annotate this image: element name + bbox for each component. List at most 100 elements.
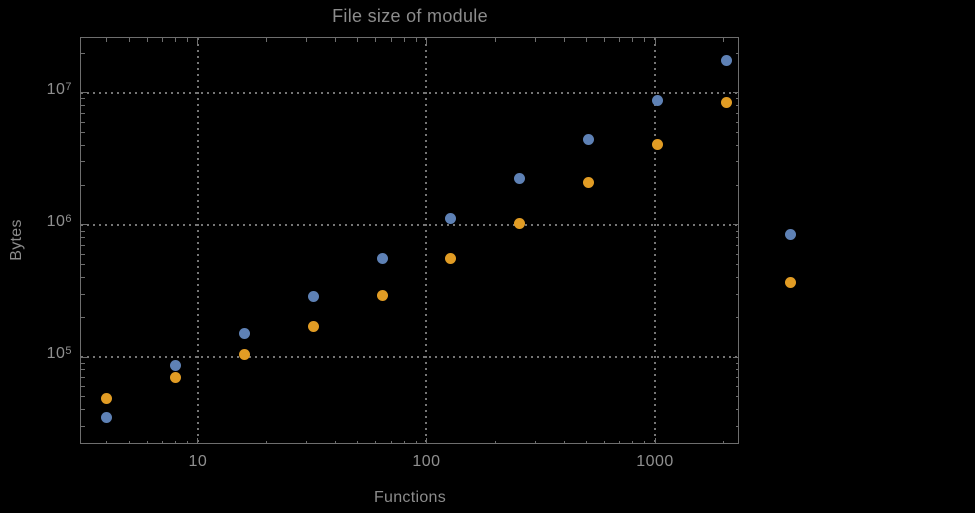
data-point-series-orange <box>651 138 663 150</box>
x-minor-tick <box>585 440 587 444</box>
data-point-series-orange <box>514 218 526 230</box>
x-minor-tick <box>357 440 359 444</box>
data-point-series-orange <box>720 97 732 109</box>
y-minor-tick <box>81 385 85 387</box>
data-point-series-orange <box>101 392 113 404</box>
x-minor-tick <box>175 38 177 42</box>
y-minor-tick <box>735 230 739 232</box>
data-point-series-blue <box>239 327 251 339</box>
y-minor-tick <box>735 316 739 318</box>
y-minor-tick <box>81 293 85 295</box>
y-major-tick <box>733 92 739 94</box>
x-major-tick <box>197 438 199 444</box>
x-minor-tick <box>403 38 405 42</box>
x-minor-tick <box>632 38 634 42</box>
y-minor-tick <box>81 362 85 364</box>
x-gridline <box>196 38 199 444</box>
x-axis-label: Functions <box>373 489 447 506</box>
x-minor-tick <box>603 440 605 444</box>
x-minor-tick <box>535 38 537 42</box>
y-minor-tick <box>81 253 85 255</box>
y-minor-tick <box>735 237 739 239</box>
x-minor-tick <box>306 440 308 444</box>
y-minor-tick <box>81 244 85 246</box>
y-minor-tick <box>81 132 85 134</box>
x-major-tick <box>654 438 656 444</box>
x-minor-tick <box>146 38 148 42</box>
y-minor-tick <box>81 264 85 266</box>
y-minor-tick <box>735 144 739 146</box>
y-minor-tick <box>735 362 739 364</box>
x-major-tick <box>425 38 427 44</box>
data-point-series-orange <box>376 290 388 302</box>
data-point-series-blue <box>376 253 388 265</box>
x-minor-tick <box>415 440 417 444</box>
x-minor-tick <box>106 440 108 444</box>
y-gridline <box>81 223 739 226</box>
x-minor-tick <box>390 440 392 444</box>
data-point-series-blue <box>583 134 595 146</box>
y-minor-tick <box>735 425 739 427</box>
x-minor-tick <box>106 38 108 42</box>
data-point-series-blue <box>307 290 319 302</box>
x-minor-tick <box>266 440 268 444</box>
x-minor-tick <box>535 440 537 444</box>
x-minor-tick <box>403 440 405 444</box>
y-minor-tick <box>735 369 739 371</box>
data-point-series-blue <box>514 173 526 185</box>
data-point-series-blue <box>720 55 732 67</box>
x-gridline <box>654 38 657 444</box>
y-minor-tick <box>735 277 739 279</box>
x-minor-tick <box>375 440 377 444</box>
y-minor-tick <box>81 105 85 107</box>
data-point-series-blue <box>101 411 113 423</box>
y-minor-tick <box>735 293 739 295</box>
y-minor-tick <box>735 253 739 255</box>
x-gridline <box>425 38 428 444</box>
y-minor-tick <box>735 52 739 54</box>
x-minor-tick <box>563 440 565 444</box>
data-point-series-blue <box>170 359 182 371</box>
y-major-tick <box>81 92 87 94</box>
y-minor-tick <box>735 409 739 411</box>
chart-title: File size of module <box>332 6 488 26</box>
x-minor-tick <box>161 38 163 42</box>
x-minor-tick <box>585 38 587 42</box>
y-minor-tick <box>81 98 85 100</box>
y-minor-tick <box>81 369 85 371</box>
x-major-tick <box>197 38 199 44</box>
x-minor-tick <box>632 440 634 444</box>
y-minor-tick <box>735 244 739 246</box>
y-major-tick <box>733 356 739 358</box>
data-point-series-blue <box>784 228 796 240</box>
x-minor-tick <box>619 38 621 42</box>
x-minor-tick <box>494 38 496 42</box>
y-minor-tick <box>81 121 85 123</box>
x-minor-tick <box>335 440 336 444</box>
x-minor-tick <box>563 38 565 42</box>
y-minor-tick <box>81 230 85 232</box>
x-minor-tick <box>723 38 725 42</box>
y-minor-tick <box>735 112 739 114</box>
data-point-series-orange <box>583 176 595 188</box>
y-minor-tick <box>735 132 739 134</box>
y-gridline <box>81 356 739 359</box>
y-minor-tick <box>81 316 85 318</box>
x-minor-tick <box>175 440 177 444</box>
y-major-tick <box>81 356 87 358</box>
x-minor-tick <box>644 440 646 444</box>
y-major-tick <box>81 224 87 226</box>
x-minor-tick <box>306 38 308 42</box>
y-minor-tick <box>81 112 85 114</box>
y-minor-tick <box>81 144 85 146</box>
x-minor-tick <box>415 38 417 42</box>
y-minor-tick <box>735 385 739 387</box>
x-major-tick <box>425 438 427 444</box>
x-minor-tick <box>494 440 496 444</box>
plot-frame <box>80 37 739 444</box>
x-major-tick <box>654 38 656 44</box>
data-point-series-orange <box>170 372 182 384</box>
x-tick-label: 10 <box>188 453 208 470</box>
y-minor-tick <box>81 425 85 427</box>
x-tick-label: 100 <box>412 453 441 470</box>
